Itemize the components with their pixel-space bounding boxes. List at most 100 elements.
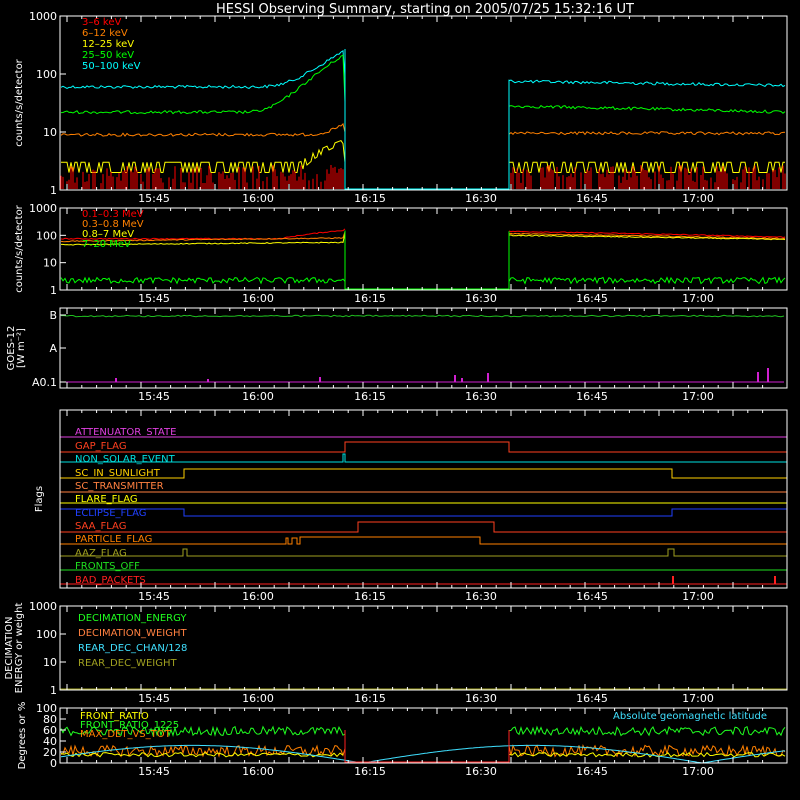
panel-frame-3 — [59, 307, 788, 389]
series-line — [508, 230, 786, 239]
y-axis-label: counts/s/detector — [14, 204, 25, 292]
x-tick-label: 16:00 — [242, 765, 274, 778]
y-axis-label-2: ENERGY or weight — [14, 603, 25, 694]
series-line — [508, 104, 786, 114]
legend-entry: 0.1–0.3 MeV — [82, 209, 144, 220]
x-tick-label: 15:45 — [138, 590, 170, 603]
legend-entry: PARTICLE_FLAG — [75, 534, 152, 545]
series-line — [508, 234, 786, 241]
legend-entry: NON_SOLAR_EVENT — [75, 454, 176, 465]
y-tick-label: B — [49, 309, 57, 322]
series-line — [60, 49, 346, 89]
legend-entry: DECIMATION_ENERGY — [78, 613, 187, 624]
legend-entry: 25–50 keV — [82, 50, 134, 61]
legend-entry: FRONTS_OFF — [75, 561, 140, 572]
frames-layer — [59, 15, 788, 764]
flag-line — [60, 441, 787, 453]
x-tick-label: 16:30 — [465, 692, 497, 705]
y-tick-label: A0.1 — [32, 376, 57, 389]
series-line — [508, 743, 786, 758]
y-tick-label: A — [49, 342, 57, 355]
x-tick-label: 16:45 — [576, 390, 608, 403]
series-line — [60, 122, 346, 137]
legend-entry: REAR_DEC_CHAN/128 — [78, 643, 187, 654]
y-tick-label: 60 — [43, 724, 57, 737]
y-tick-label: 10 — [43, 126, 57, 139]
x-tick-label: 16:00 — [242, 692, 274, 705]
series-line — [61, 139, 346, 173]
legend-entry: SC_TRANSMITTER — [75, 481, 164, 492]
series-line — [60, 751, 344, 758]
x-tick-label: 17:00 — [682, 192, 714, 205]
x-tick-label: 16:00 — [242, 590, 274, 603]
legend-entry: Absolute geomagnetic latitude — [613, 711, 767, 722]
y-tick-label: 10 — [43, 656, 57, 669]
x-tick-label: 15:45 — [138, 192, 170, 205]
series-line — [60, 231, 346, 243]
legend-entry: DECIMATION_WEIGHT — [78, 628, 187, 639]
x-tick-label: 16:00 — [242, 292, 274, 305]
latitude-line — [60, 744, 786, 764]
text-layer: 15:45 16:00 16:15 16:30 16:45 17:00 15:45 16:00… — [4, 10, 767, 778]
y-tick-label: 10 — [43, 257, 57, 270]
x-tick-label: 16:15 — [354, 590, 386, 603]
y-axis-label: Flags — [34, 486, 45, 512]
legend-entry: 50–100 keV — [82, 61, 141, 72]
legend-entry: FRONT_RATIO_1225 — [80, 720, 179, 731]
x-tick-label: 15:45 — [138, 292, 170, 305]
legend-entry: BAD_PACKETS — [75, 575, 146, 586]
x-tick-label: 17:00 — [682, 765, 714, 778]
panel-frame-6 — [59, 707, 788, 764]
y-tick-label: 20 — [43, 746, 57, 759]
series-line — [61, 233, 346, 246]
panel-frame-5 — [59, 605, 788, 691]
x-tick-label: 16:15 — [354, 292, 386, 305]
y-axis-label-2: [W m⁻²] — [16, 328, 27, 368]
flag-line — [60, 521, 787, 533]
x-tick-label: 16:15 — [354, 192, 386, 205]
x-tick-label: 17:00 — [682, 590, 714, 603]
panel-frame-4 — [59, 409, 788, 589]
series-line — [508, 725, 786, 737]
y-tick-label: 100 — [36, 702, 57, 715]
x-tick-label: 16:45 — [576, 590, 608, 603]
flag-line — [60, 536, 787, 545]
series-line — [60, 744, 346, 758]
x-tick-label: 17:00 — [682, 390, 714, 403]
flag-line — [60, 508, 787, 517]
x-tick-label: 16:45 — [576, 765, 608, 778]
flag-line — [60, 468, 787, 479]
x-tick-label: 16:45 — [576, 692, 608, 705]
series-line — [508, 131, 786, 136]
x-tick-label: 16:30 — [465, 390, 497, 403]
y-tick-label: 0 — [50, 757, 57, 770]
gap-line — [344, 730, 510, 763]
x-tick-label: 15:45 — [138, 390, 170, 403]
y-tick-label: 1 — [50, 184, 57, 197]
y-axis-label: DECIMATION — [4, 616, 15, 679]
y-tick-label: 1000 — [29, 10, 57, 23]
series-line — [60, 54, 346, 115]
legend-entry: FRONT_RATIO — [80, 711, 149, 722]
y-tick-label: 1000 — [29, 600, 57, 613]
y-axis-label: GOES-12 — [6, 326, 17, 371]
x-tick-label: 16:30 — [465, 590, 497, 603]
flag-line — [60, 453, 787, 463]
legend-entry: 6–12 keV — [82, 28, 128, 39]
figure-title: HESSI Observing Summary, starting on 200… — [216, 2, 634, 17]
series-line — [508, 751, 786, 758]
legend-entry: 7–20 MeV — [82, 239, 131, 250]
data-layer — [60, 49, 787, 764]
x-tick-label: 17:00 — [682, 692, 714, 705]
x-tick-label: 15:45 — [138, 765, 170, 778]
x-tick-label: 16:15 — [354, 765, 386, 778]
legend-entry: GAP_FLAG — [75, 441, 127, 452]
legend-entry: 0.8–7 MeV — [82, 229, 134, 240]
x-tick-label: 16:00 — [242, 390, 274, 403]
y-axis-label: counts/s/detector — [14, 58, 25, 146]
x-tick-label: 16:30 — [465, 292, 497, 305]
x-tick-label: 17:00 — [682, 292, 714, 305]
legend-entry: FLARE_FLAG — [75, 494, 138, 505]
flag-line — [60, 548, 787, 557]
legend-entry: 12–25 keV — [82, 39, 134, 50]
